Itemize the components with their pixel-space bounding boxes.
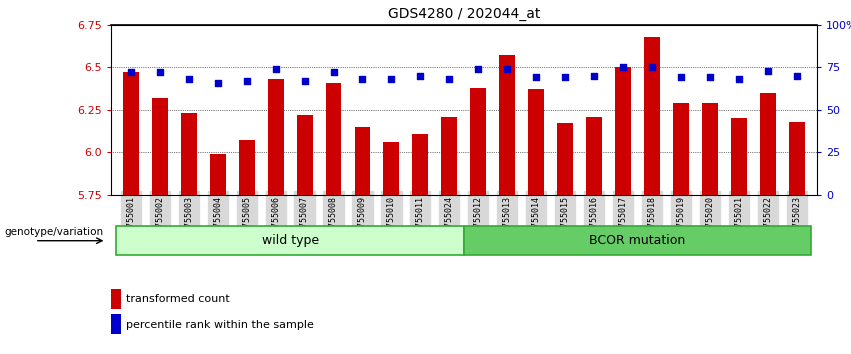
Text: genotype/variation: genotype/variation <box>4 227 103 237</box>
Bar <box>528 89 544 195</box>
Point <box>153 69 167 75</box>
Point <box>616 64 630 70</box>
Bar <box>615 67 631 195</box>
Bar <box>586 116 602 195</box>
Bar <box>180 113 197 195</box>
Point <box>211 80 225 85</box>
Point <box>500 66 514 72</box>
Bar <box>210 154 226 195</box>
Point <box>790 73 803 79</box>
Point <box>298 78 311 84</box>
Bar <box>731 118 747 195</box>
Bar <box>239 140 254 195</box>
Point <box>587 73 601 79</box>
Bar <box>297 115 312 195</box>
Bar <box>789 122 805 195</box>
Point <box>674 75 688 80</box>
Title: GDS4280 / 202044_at: GDS4280 / 202044_at <box>387 7 540 21</box>
Point <box>414 73 427 79</box>
Point <box>327 69 340 75</box>
Point <box>385 76 398 82</box>
Text: transformed count: transformed count <box>126 294 229 304</box>
Point <box>529 75 543 80</box>
Bar <box>557 123 573 195</box>
Bar <box>673 103 688 195</box>
Text: BCOR mutation: BCOR mutation <box>590 234 686 247</box>
Point <box>443 76 456 82</box>
Point <box>240 78 254 84</box>
Point <box>703 75 717 80</box>
Bar <box>268 79 283 195</box>
Point <box>124 69 138 75</box>
Bar <box>500 55 515 195</box>
Bar <box>111 289 122 309</box>
Point <box>558 75 572 80</box>
Bar <box>644 37 660 195</box>
Point <box>732 76 745 82</box>
Point <box>356 76 369 82</box>
Bar <box>117 227 464 255</box>
Bar <box>384 142 399 195</box>
Bar <box>355 127 370 195</box>
Text: wild type: wild type <box>261 234 318 247</box>
Text: percentile rank within the sample: percentile rank within the sample <box>126 320 313 330</box>
Bar <box>471 88 486 195</box>
Bar <box>151 98 168 195</box>
Point <box>471 66 485 72</box>
Point <box>645 64 659 70</box>
Bar <box>760 93 776 195</box>
Point <box>761 68 774 74</box>
Bar <box>326 82 341 195</box>
Bar <box>413 133 428 195</box>
Point <box>182 76 196 82</box>
Point <box>269 66 283 72</box>
Bar <box>123 72 139 195</box>
Bar <box>442 116 457 195</box>
Bar <box>111 314 122 334</box>
Bar <box>464 227 811 255</box>
Bar <box>702 103 717 195</box>
